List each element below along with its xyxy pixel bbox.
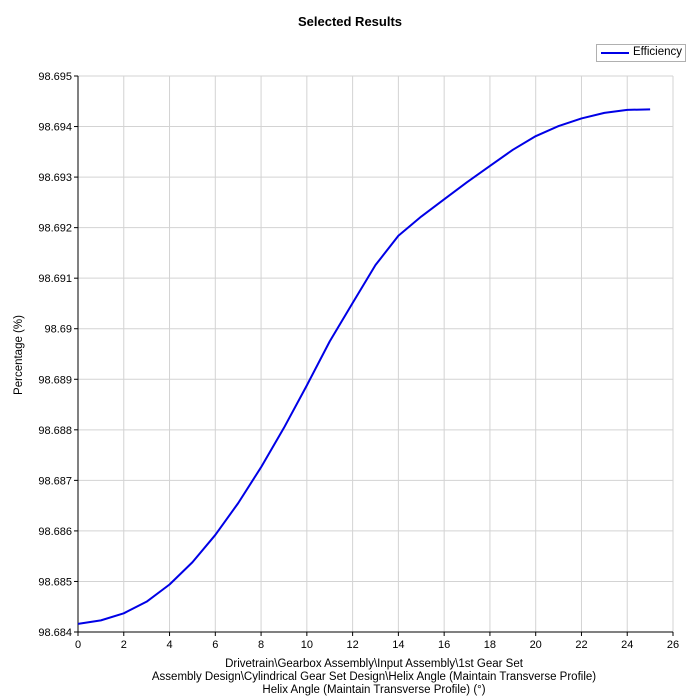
y-tick-label-6: 98.69 [44, 324, 72, 336]
x-tick-label-3: 6 [212, 639, 218, 651]
y-tick-label-8: 98.692 [38, 223, 72, 235]
y-tick-label-0: 98.684 [38, 627, 72, 639]
y-tick-label-5: 98.689 [38, 374, 72, 386]
legend-label-efficiency: Efficiency [633, 46, 683, 58]
legend-swatch-efficiency [601, 52, 629, 54]
legend: Efficiency [596, 44, 686, 62]
x-tick-label-2: 4 [166, 639, 172, 651]
x-tick-label-5: 10 [301, 639, 313, 651]
x-axis-label-line-3: Helix Angle (Maintain Transverse Profile… [262, 684, 485, 696]
axes [74, 75, 674, 636]
x-tick-label-8: 16 [438, 639, 450, 651]
series-line-efficiency [77, 108, 651, 625]
x-tick-label-13: 26 [667, 639, 679, 651]
y-tick-label-3: 98.687 [38, 475, 72, 487]
x-axis-label-line-2: Assembly Design\Cylindrical Gear Set Des… [152, 671, 596, 683]
x-tick-label-9: 18 [484, 639, 496, 651]
y-tick-label-11: 98.695 [38, 71, 72, 83]
y-axis-label: Percentage (%) [13, 315, 25, 395]
x-tick-label-11: 22 [575, 639, 587, 651]
chart-title: Selected Results [297, 14, 403, 29]
x-axis-label-line-1: Drivetrain\Gearbox Assembly\Input Assemb… [225, 658, 524, 670]
y-tick-label-2: 98.686 [38, 526, 72, 538]
x-tick-label-10: 20 [530, 639, 542, 651]
x-tick-label-0: 0 [75, 639, 81, 651]
x-tick-label-4: 8 [258, 639, 264, 651]
x-tick-label-12: 24 [621, 639, 633, 651]
grid-lines [77, 75, 674, 633]
y-tick-label-1: 98.685 [38, 576, 72, 588]
y-tick-label-4: 98.688 [38, 425, 72, 437]
tick-labels: 0 2 4 6 8 10 12 14 16 18 20 22 24 2698.68498.68598.68… [38, 71, 679, 651]
series-lines [77, 108, 651, 625]
y-tick-label-7: 98.691 [38, 273, 72, 285]
y-tick-label-9: 98.693 [38, 172, 72, 184]
x-tick-label-7: 14 [392, 639, 404, 651]
x-tick-label-1: 2 [121, 639, 127, 651]
x-tick-label-6: 12 [346, 639, 358, 651]
y-tick-label-10: 98.694 [38, 122, 72, 134]
